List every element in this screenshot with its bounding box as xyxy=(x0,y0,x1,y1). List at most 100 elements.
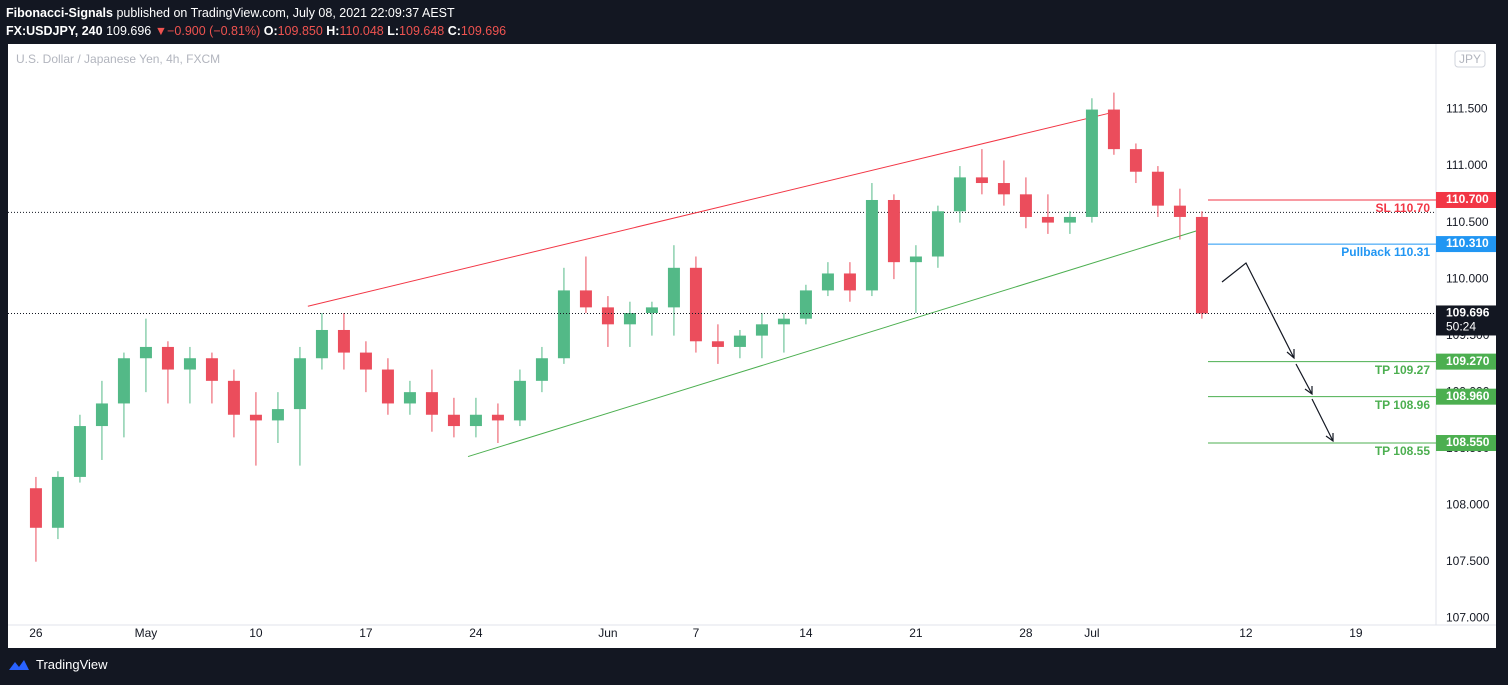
candle-body xyxy=(799,290,812,319)
forecast-arrows xyxy=(1221,262,1334,443)
candle-body xyxy=(711,341,724,347)
high: 110.048 xyxy=(339,24,384,38)
level-tag-label: 108.960 xyxy=(1446,389,1490,403)
y-tick-label: 107.000 xyxy=(1446,610,1490,624)
candle-body xyxy=(447,414,460,427)
y-tick-label: 107.500 xyxy=(1446,554,1490,568)
level-tag xyxy=(1436,353,1496,370)
last-price-label: 109.696 xyxy=(1446,306,1490,320)
level-tag xyxy=(1436,191,1496,208)
candle-body xyxy=(953,177,966,212)
candle-body xyxy=(469,414,482,427)
candle-body xyxy=(667,267,680,308)
symbol: FX:USDJPY, 240 xyxy=(6,24,103,38)
candle-body xyxy=(491,414,504,421)
candle-body xyxy=(359,352,372,370)
level-tag xyxy=(1436,236,1496,253)
candle-body xyxy=(183,358,196,370)
x-tick-label: 26 xyxy=(29,626,43,640)
level-tag xyxy=(1436,435,1496,452)
brand: TradingView xyxy=(36,657,108,672)
footer: TradingView xyxy=(8,657,108,672)
candle-body xyxy=(601,307,614,325)
x-tick-label: 17 xyxy=(359,626,373,640)
candle-body xyxy=(1019,194,1032,217)
candle-body xyxy=(161,346,174,370)
candle-body xyxy=(997,183,1010,195)
h-label: H: xyxy=(326,24,340,38)
candle-body xyxy=(733,335,746,347)
candle-body xyxy=(249,414,262,421)
countdown: 50:24 xyxy=(1446,320,1476,334)
candle-body xyxy=(1085,109,1098,217)
logo-shape xyxy=(9,659,29,670)
candle-body xyxy=(909,256,922,263)
candle-body xyxy=(271,409,284,421)
candle-body xyxy=(337,329,350,353)
x-tick-label: 7 xyxy=(693,626,700,640)
arrow-head xyxy=(1325,433,1334,443)
level-label: TP 109.27 xyxy=(1375,363,1430,377)
change: −0.900 (−0.81%) xyxy=(167,24,261,38)
x-tick-label: May xyxy=(135,626,158,640)
close: 109.696 xyxy=(460,24,507,38)
currency-box xyxy=(1454,50,1486,68)
last-price-tag xyxy=(1436,305,1496,336)
candle-body xyxy=(95,403,108,427)
y-tick-label: 111.000 xyxy=(1446,158,1488,172)
candle-body xyxy=(1195,216,1208,314)
level-tag-label: 110.700 xyxy=(1446,192,1489,206)
candle-body xyxy=(1107,109,1120,150)
x-tick-label: Jul xyxy=(1084,626,1099,640)
arrow-head xyxy=(1304,386,1313,396)
y-tick-label: 110.500 xyxy=(1446,215,1489,229)
header: Fibonacci-Signals published on TradingVi… xyxy=(6,4,506,40)
chart-bg xyxy=(8,44,1496,648)
candle-body xyxy=(1063,216,1076,223)
candle-body xyxy=(227,380,240,415)
candle-body xyxy=(403,392,416,404)
candle-body xyxy=(931,211,944,257)
x-tick-label: 24 xyxy=(469,626,483,640)
currency: JPY xyxy=(1459,52,1481,66)
x-tick-label: Jun xyxy=(598,626,617,640)
candle-body xyxy=(557,290,570,359)
level-label: TP 108.55 xyxy=(1375,444,1430,458)
candle-body xyxy=(29,488,42,528)
candle-body xyxy=(293,358,306,410)
trend-line xyxy=(467,227,1206,458)
x-tick-label: 21 xyxy=(909,626,923,640)
candle-body xyxy=(777,318,790,325)
candle-body xyxy=(117,358,130,404)
y-tick-label: 108.000 xyxy=(1446,497,1490,511)
x-tick-label: 28 xyxy=(1019,626,1033,640)
level-label: TP 108.96 xyxy=(1375,398,1430,412)
y-tick-label: 110.000 xyxy=(1446,271,1489,285)
candle-body xyxy=(205,358,218,381)
candle-body xyxy=(139,346,152,359)
candle-body xyxy=(843,273,856,291)
level-tag xyxy=(1436,388,1496,405)
y-tick-label: 111.500 xyxy=(1446,102,1488,116)
candle-body xyxy=(887,199,900,263)
header-line: Fibonacci-Signals published on TradingVi… xyxy=(6,4,506,22)
x-tick-label: 19 xyxy=(1349,626,1363,640)
logo xyxy=(9,659,29,670)
arrow-head xyxy=(1286,349,1295,360)
last: 109.696 xyxy=(106,24,152,38)
candle-body xyxy=(689,267,702,342)
arrow xyxy=(1311,398,1334,442)
author: Fibonacci-Signals xyxy=(6,6,113,20)
level-tag-label: 108.550 xyxy=(1446,435,1490,449)
candle-body xyxy=(73,426,86,477)
arrow: ▼ xyxy=(154,24,168,38)
level-label: SL 110.70 xyxy=(1376,201,1431,215)
candle-body xyxy=(975,177,988,184)
candle-body xyxy=(821,273,834,291)
low: 109.648 xyxy=(399,24,445,38)
candle-body xyxy=(381,369,394,404)
x-tick-label: 12 xyxy=(1239,626,1253,640)
candle-body xyxy=(865,199,878,291)
